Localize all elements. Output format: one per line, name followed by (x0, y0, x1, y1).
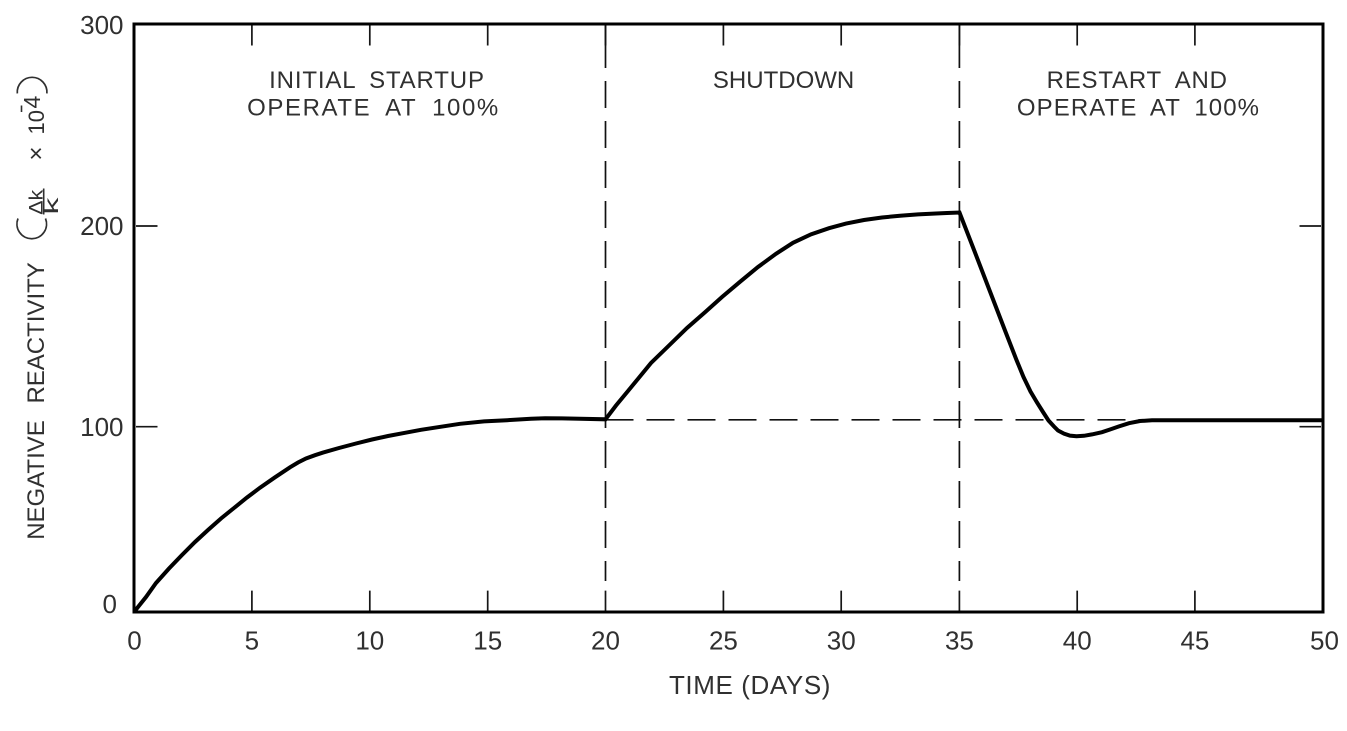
svg-text:Δk: Δk (27, 189, 48, 215)
svg-text:45: 45 (1180, 626, 1209, 656)
svg-text:SHUTDOWN: SHUTDOWN (713, 67, 854, 94)
svg-text:TIME (DAYS): TIME (DAYS) (669, 670, 831, 700)
svg-text:25: 25 (709, 626, 738, 656)
svg-text:INITIAL STARTUP: INITIAL STARTUP (269, 67, 485, 94)
svg-text:4: 4 (19, 96, 45, 109)
svg-text:OPERATE AT 100%: OPERATE AT 100% (247, 95, 500, 122)
svg-text:RESTART AND: RESTART AND (1047, 67, 1228, 94)
svg-text:200: 200 (80, 211, 123, 241)
svg-text:NEGATIVE REACTIVITY: NEGATIVE REACTIVITY (23, 262, 50, 540)
svg-text:15: 15 (473, 626, 502, 656)
svg-text:OPERATE AT 100%: OPERATE AT 100% (1017, 95, 1260, 122)
svg-text:0: 0 (103, 589, 117, 619)
svg-text:k: k (42, 197, 63, 215)
svg-text:10: 10 (24, 110, 49, 134)
svg-text:100: 100 (80, 412, 123, 442)
svg-text:50: 50 (1310, 626, 1339, 656)
svg-text:10: 10 (355, 626, 384, 656)
svg-text:30: 30 (827, 626, 856, 656)
svg-text:×: × (23, 146, 50, 160)
svg-text:0: 0 (127, 626, 141, 656)
svg-text:40: 40 (1063, 626, 1092, 656)
svg-text:35: 35 (945, 626, 974, 656)
svg-text:20: 20 (591, 626, 620, 656)
svg-text:300: 300 (80, 10, 123, 40)
svg-text:5: 5 (245, 626, 259, 656)
